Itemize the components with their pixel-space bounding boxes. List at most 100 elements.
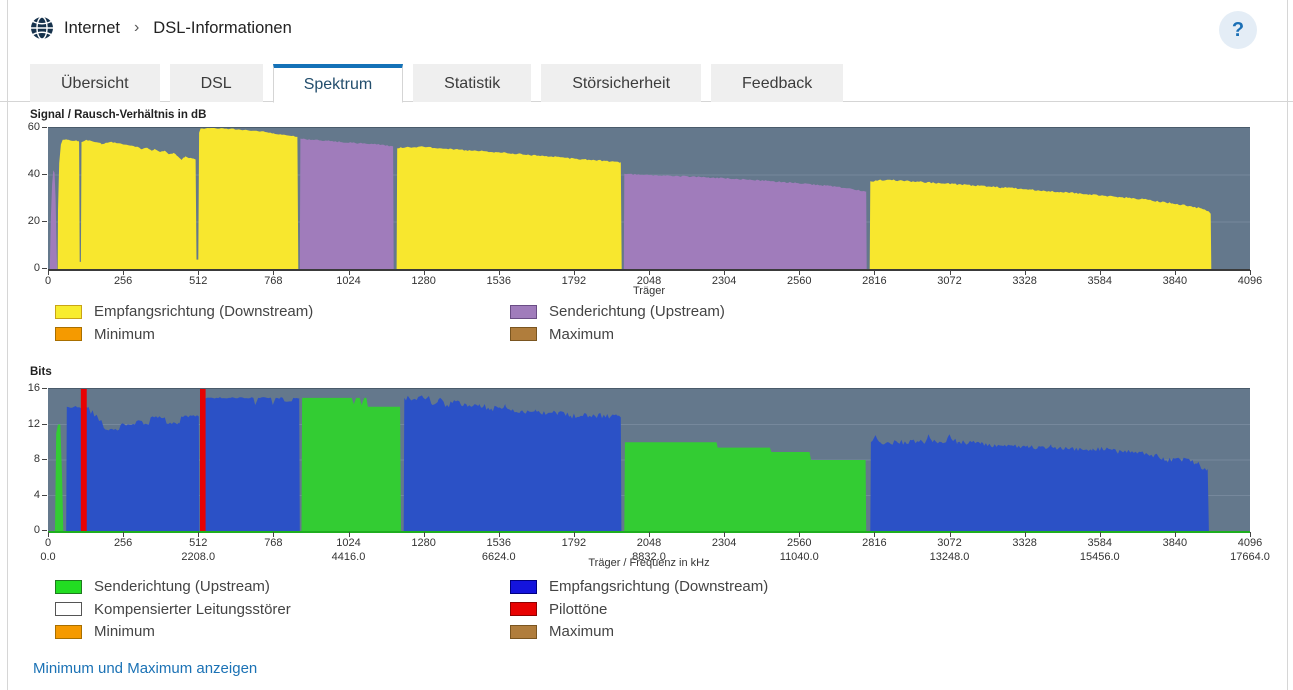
help-button[interactable]: ? [1219,11,1257,49]
x-tick-label: 2304 [711,537,737,549]
tab--bersicht[interactable]: Übersicht [30,64,160,102]
legend-label: Senderichtung (Upstream) [94,578,270,595]
x-tick-label: 256 [113,537,133,549]
x-tick-label: 4096 [1237,275,1263,287]
x-tick-label: 2048 [636,275,662,287]
x-tick-label: 3840 [1162,275,1188,287]
legend-item-empfangsrichtung-downstream-: Empfangsrichtung (Downstream) [55,303,313,320]
tab-dsl[interactable]: DSL [169,64,263,102]
legend-swatch [55,327,82,341]
x-tick-freq-label: 4416.0 [331,551,366,563]
tab-statistik[interactable]: Statistik [413,64,532,102]
x-tick-label: 3328 [1012,537,1037,549]
x-tick-label: 1536 [486,537,511,549]
x-tick-label: 3328 [1012,275,1037,287]
legend-label: Senderichtung (Upstream) [549,303,725,320]
legend-label: Kompensierter Leitungsstörer [94,600,291,618]
x-tick-label: 3072 [937,275,962,287]
breadcrumb: Internet › DSL-Informationen [30,16,292,40]
x-tick-label: 2560 [787,537,812,549]
legend-label: Pilottöne [549,600,608,618]
x-tick-label: 0 [44,537,52,549]
x-tick-label: 3584 [1087,275,1112,287]
legend-swatch [510,624,537,639]
legend-label: Minimum [94,325,155,343]
breadcrumb-internet[interactable]: Internet [64,18,120,37]
y-tick-label: 8 [33,453,40,465]
legend-item-minimum: Minimum [55,623,155,640]
legend-swatch [55,624,82,639]
bits-x-axis-label: Träger / Frequenz in kHz [588,557,710,569]
snr-chart-title: Signal / Rausch-Verhältnis in dB [30,109,207,121]
x-tick-label: 512 [189,537,208,549]
legend-item-senderichtung-upstream-: Senderichtung (Upstream) [510,303,725,320]
x-tick-label: 1024 [336,275,361,287]
bits-chart-title: Bits [30,366,52,378]
legend-swatch [510,304,537,319]
tab-spektrum[interactable]: Spektrum [272,64,404,103]
breadcrumb-dsl-informationen: DSL-Informationen [153,18,292,37]
legend-item-maximum: Maximum [510,623,614,640]
y-tick-label: 12 [27,417,40,430]
legend-swatch [55,304,82,319]
legend-item-pilott-ne: Pilottöne [510,601,607,618]
x-tick-label: 3584 [1087,537,1112,549]
x-tick-label: 1536 [486,275,511,287]
x-tick-label: 2816 [862,537,887,549]
x-tick-label: 768 [264,537,283,549]
legend-swatch [510,602,537,616]
legend-item-minimum: Minimum [55,326,155,343]
plot-area [48,388,1250,533]
legend-label: Empfangsrichtung (Downstream) [94,303,314,320]
internet-globe-icon [30,16,54,40]
legend-swatch [55,579,82,594]
legend-item-maximum: Maximum [510,326,614,343]
tab-st-rsicherheit[interactable]: Störsicherheit [541,64,702,102]
y-tick-label: 0 [33,524,40,536]
x-tick-label: 768 [264,275,283,287]
snr-x-axis-label: Träger [633,285,665,297]
legend-label: Minimum [94,623,155,640]
x-tick-freq-label: 15456.0 [1079,551,1120,563]
y-tick-label: 40 [27,168,40,180]
y-tick-label: 4 [33,488,40,501]
x-tick-label: 256 [113,275,133,287]
x-tick-freq-label: 17664.0 [1230,551,1270,563]
x-tick-freq-label: 2208.0 [181,551,216,563]
y-tick-label: 0 [33,262,40,274]
x-tick-label: 1280 [411,537,436,549]
x-tick-label: 2304 [711,275,737,287]
legend-item-empfangsrichtung-downstream-: Empfangsrichtung (Downstream) [510,578,768,595]
legend-swatch [510,327,537,341]
x-tick-label: 1792 [561,275,587,287]
x-tick-freq-label: 11040.0 [779,551,819,563]
breadcrumb-chevron-icon: › [133,19,140,36]
y-tick-label: 20 [27,215,40,227]
legend-label: Empfangsrichtung (Downstream) [549,578,769,595]
x-tick-freq-label: 13248.0 [929,551,970,563]
legend-swatch [510,579,537,594]
tab-feedback[interactable]: Feedback [711,64,844,102]
legend-label: Maximum [549,325,615,343]
x-tick-freq-label: 8832.0 [632,551,666,563]
legend-label: Maximum [549,623,615,640]
x-tick-label: 4096 [1237,537,1263,549]
tab-bar: Übersicht DSL Spektrum Statistik Störsicherh… [30,64,844,103]
legend-swatch [55,602,82,616]
plot-area [48,127,1250,271]
x-tick-label: 2560 [787,275,812,287]
x-tick-label: 3072 [937,537,962,549]
x-tick-freq-label: 0.0 [40,551,56,563]
x-tick-label: 1792 [561,537,587,549]
y-tick-label: 60 [27,121,40,133]
x-tick-label: 0 [44,275,52,287]
show-min-max-link[interactable]: Minimum und Maximum anzeigen [33,660,258,677]
y-tick-label: 16 [27,382,40,394]
x-tick-freq-label: 6624.0 [481,551,516,563]
legend-item-senderichtung-upstream-: Senderichtung (Upstream) [55,578,270,595]
x-tick-label: 2048 [636,537,662,549]
x-tick-label: 512 [189,275,208,287]
x-tick-label: 1024 [336,537,361,549]
legend-item-kompensierter-leitungsst-rer: Kompensierter Leitungsstörer [55,601,291,618]
x-tick-label: 2816 [862,275,887,287]
